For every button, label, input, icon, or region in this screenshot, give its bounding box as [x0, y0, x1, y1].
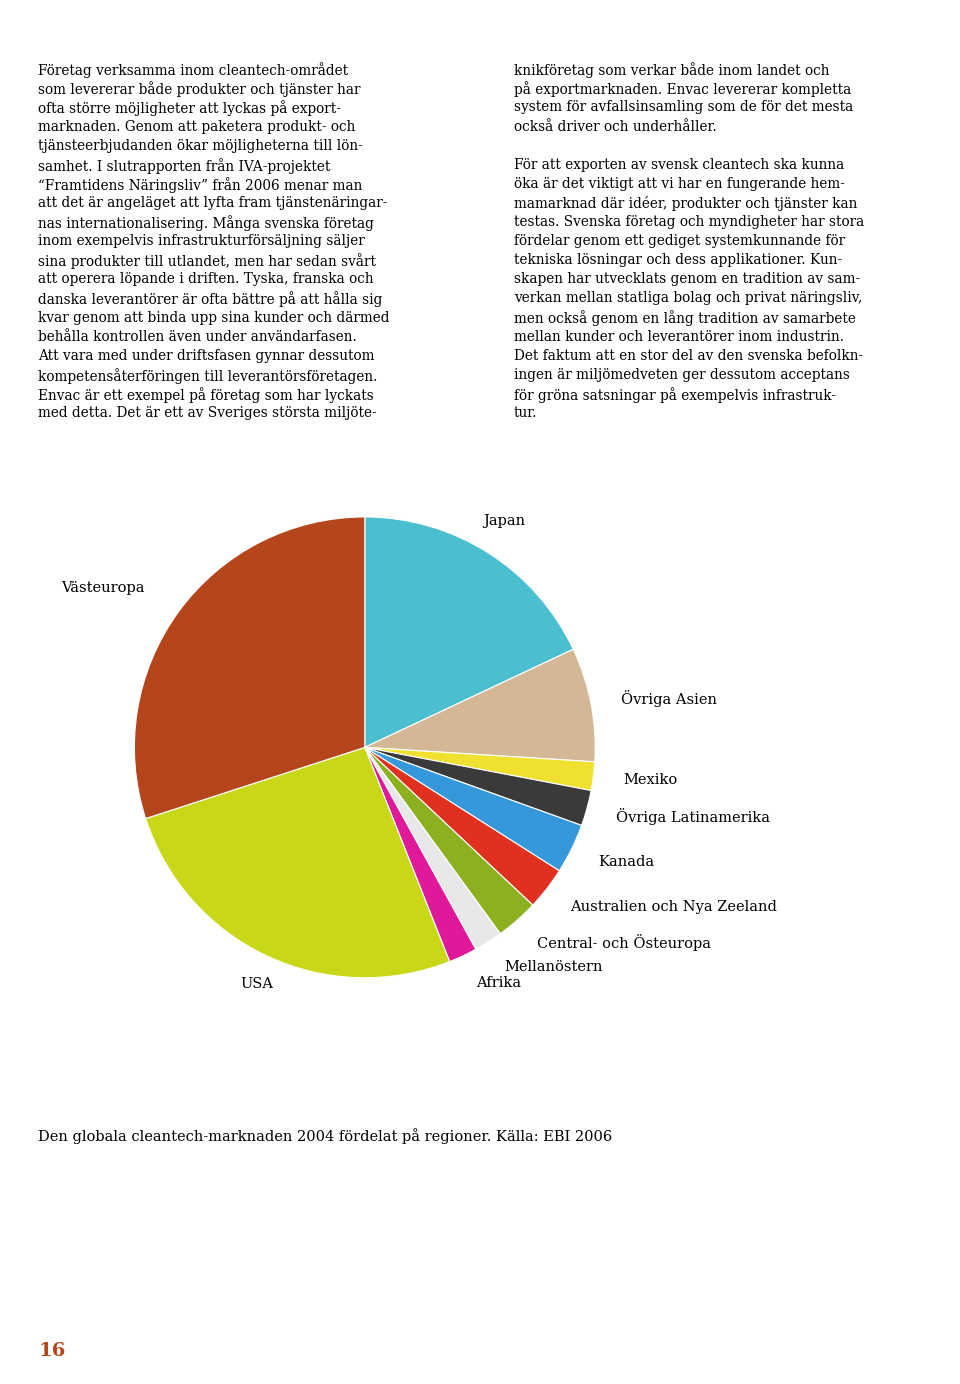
- Text: “Framtidens Näringsliv” från 2006 menar man: “Framtidens Näringsliv” från 2006 menar …: [38, 177, 363, 192]
- Text: tjänsteerbjudanden ökar möjligheterna till lön-: tjänsteerbjudanden ökar möjligheterna ti…: [38, 138, 363, 152]
- Text: men också genom en lång tradition av samarbete: men också genom en lång tradition av sam…: [514, 310, 855, 327]
- Text: med detta. Det är ett av Sveriges största miljöte-: med detta. Det är ett av Sveriges störst…: [38, 406, 377, 421]
- Text: danska leverantörer är ofta bättre på att hålla sig: danska leverantörer är ofta bättre på at…: [38, 292, 383, 307]
- Text: tur.: tur.: [514, 406, 537, 421]
- Text: mellan kunder och leverantörer inom industrin.: mellan kunder och leverantörer inom indu…: [514, 329, 844, 343]
- Wedge shape: [365, 747, 500, 949]
- Text: Övriga Latinamerika: Övriga Latinamerika: [616, 807, 770, 825]
- Text: att det är angeläget att lyfta fram tjänstenäringar-: att det är angeläget att lyfta fram tjän…: [38, 197, 388, 210]
- Wedge shape: [146, 747, 449, 977]
- Text: också driver och underhåller.: också driver och underhåller.: [514, 119, 716, 134]
- Wedge shape: [365, 649, 595, 761]
- Text: Mexiko: Mexiko: [623, 774, 678, 787]
- Text: tekniska lösningar och dess applikationer. Kun-: tekniska lösningar och dess applikatione…: [514, 253, 842, 267]
- Text: verkan mellan statliga bolag och privat näringsliv,: verkan mellan statliga bolag och privat …: [514, 292, 862, 306]
- Text: Mellanöstern: Mellanöstern: [504, 960, 603, 974]
- Wedge shape: [365, 747, 595, 790]
- Text: ingen är miljömedveten ger dessutom acceptans: ingen är miljömedveten ger dessutom acce…: [514, 368, 850, 382]
- Text: testas. Svenska företag och myndigheter har stora: testas. Svenska företag och myndigheter …: [514, 215, 864, 230]
- Text: mamarknad där idéer, produkter och tjänster kan: mamarknad där idéer, produkter och tjäns…: [514, 197, 857, 210]
- Text: För att exporten av svensk cleantech ska kunna: För att exporten av svensk cleantech ska…: [514, 158, 844, 172]
- Text: marknaden. Genom att paketera produkt- och: marknaden. Genom att paketera produkt- o…: [38, 119, 356, 134]
- Text: USA: USA: [240, 977, 274, 991]
- Text: 16: 16: [38, 1342, 66, 1360]
- Text: Afrika: Afrika: [475, 976, 520, 990]
- Text: fördelar genom ett gediget systemkunnande för: fördelar genom ett gediget systemkunnand…: [514, 234, 845, 248]
- Text: Japan: Japan: [483, 513, 525, 527]
- Text: system för avfallsinsamling som de för det mesta: system för avfallsinsamling som de för d…: [514, 101, 852, 115]
- Wedge shape: [365, 747, 582, 871]
- Text: Företag verksamma inom cleantech-området: Företag verksamma inom cleantech-området: [38, 62, 348, 78]
- Text: öka är det viktigt att vi har en fungerande hem-: öka är det viktigt att vi har en fungera…: [514, 177, 845, 191]
- Text: att operera löpande i driften. Tyska, franska och: att operera löpande i driften. Tyska, fr…: [38, 273, 374, 286]
- Text: Övriga Asien: Övriga Asien: [620, 691, 716, 707]
- Text: Det faktum att en stor del av den svenska befolkn-: Det faktum att en stor del av den svensk…: [514, 349, 863, 363]
- Text: som levererar både produkter och tjänster har: som levererar både produkter och tjänste…: [38, 82, 361, 97]
- Wedge shape: [365, 518, 573, 747]
- Text: inom exempelvis infrastrukturförsäljning säljer: inom exempelvis infrastrukturförsäljning…: [38, 234, 365, 248]
- Text: Envac är ett exempel på företag som har lyckats: Envac är ett exempel på företag som har …: [38, 388, 374, 403]
- Wedge shape: [365, 747, 591, 825]
- Text: ofta större möjligheter att lyckas på export-: ofta större möjligheter att lyckas på ex…: [38, 101, 341, 116]
- Text: samhet. I slutrapporten från IVA-projektet: samhet. I slutrapporten från IVA-projekt…: [38, 158, 331, 173]
- Text: på exportmarknaden. Envac levererar kompletta: på exportmarknaden. Envac levererar komp…: [514, 82, 851, 97]
- Text: nas internationalisering. Många svenska företag: nas internationalisering. Många svenska …: [38, 215, 374, 231]
- Wedge shape: [365, 747, 560, 905]
- Text: Att vara med under driftsfasen gynnar dessutom: Att vara med under driftsfasen gynnar de…: [38, 349, 375, 363]
- Wedge shape: [365, 747, 533, 934]
- Text: sina produkter till utlandet, men har sedan svårt: sina produkter till utlandet, men har se…: [38, 253, 376, 268]
- Text: Den globala cleantech-marknaden 2004 fördelat på regioner. Källa: EBI 2006: Den globala cleantech-marknaden 2004 för…: [38, 1128, 612, 1143]
- Text: Kanada: Kanada: [599, 855, 655, 869]
- Text: kvar genom att binda upp sina kunder och därmed: kvar genom att binda upp sina kunder och…: [38, 310, 390, 325]
- Text: Central- och Östeuropa: Central- och Östeuropa: [537, 934, 711, 951]
- Text: knikföretag som verkar både inom landet och: knikföretag som verkar både inom landet …: [514, 62, 829, 78]
- Wedge shape: [134, 518, 365, 818]
- Text: behålla kontrollen även under användarfasen.: behålla kontrollen även under användarfa…: [38, 329, 357, 343]
- Text: för gröna satsningar på exempelvis infrastruk-: för gröna satsningar på exempelvis infra…: [514, 388, 835, 403]
- Text: Västeuropa: Västeuropa: [61, 580, 145, 595]
- Text: Australien och Nya Zeeland: Australien och Nya Zeeland: [570, 900, 778, 913]
- Wedge shape: [365, 747, 476, 962]
- Text: kompetensåterföringen till leverantörsföretagen.: kompetensåterföringen till leverantörsfö…: [38, 368, 378, 383]
- Text: skapen har utvecklats genom en tradition av sam-: skapen har utvecklats genom en tradition…: [514, 273, 860, 286]
